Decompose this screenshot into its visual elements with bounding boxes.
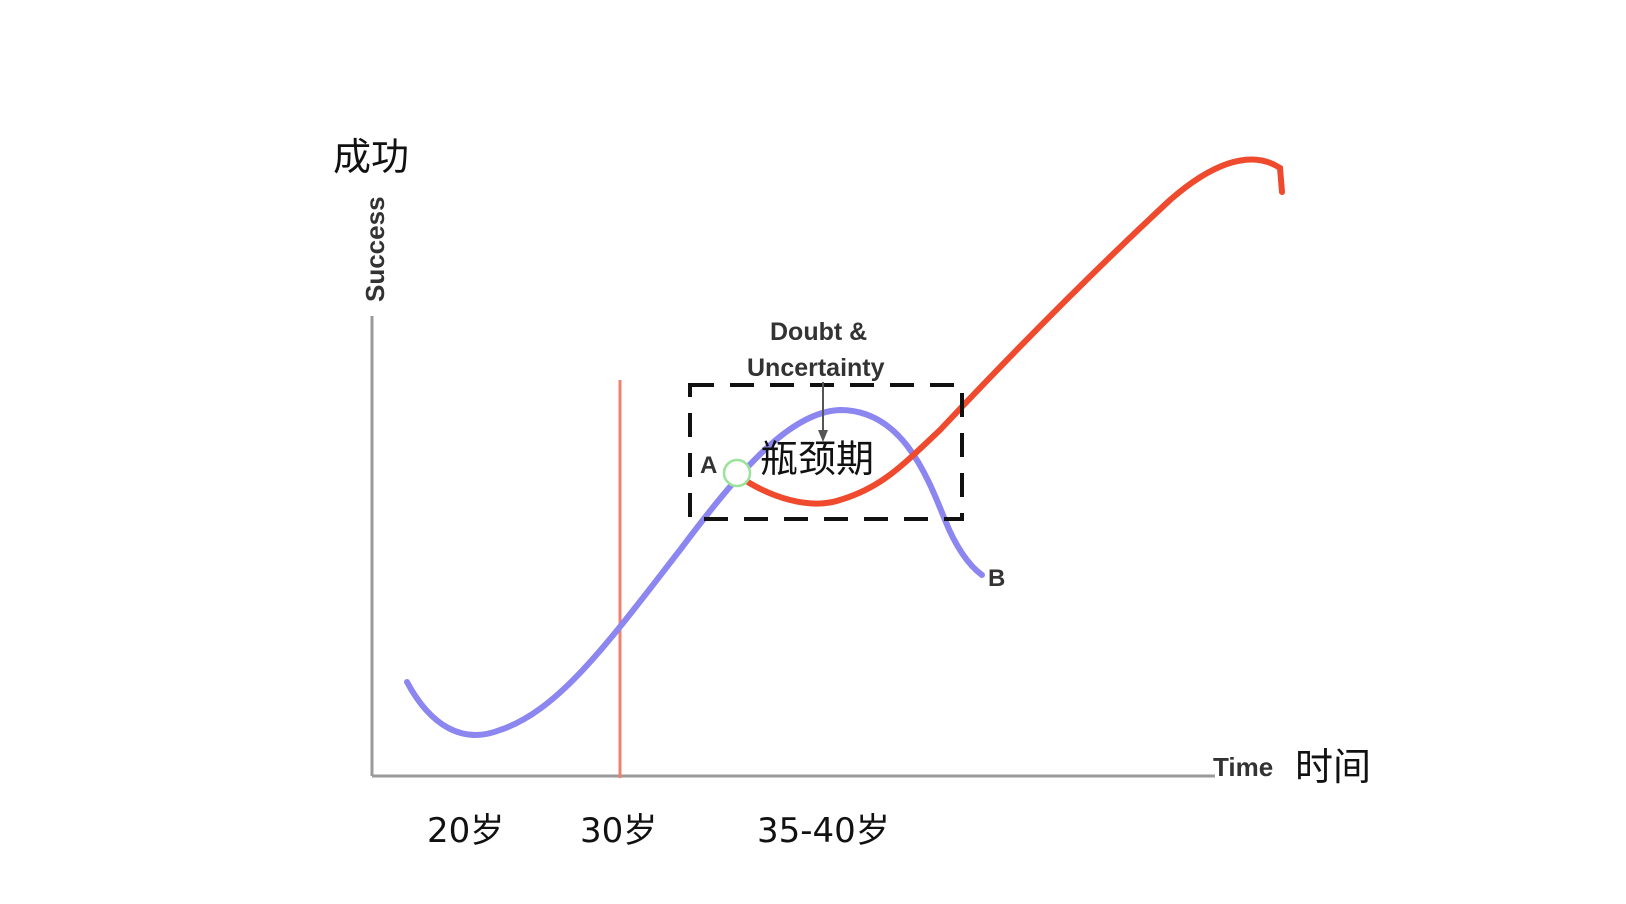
- age-label-35-40: 35-40岁: [757, 811, 890, 851]
- y-axis-label-zh: 成功: [333, 135, 409, 179]
- red-curve-growth-path: [734, 156, 1285, 507]
- age-label-30: 30岁: [580, 811, 657, 851]
- bottleneck-label: 瓶颈期: [760, 437, 874, 481]
- y-axis-label-en: Success: [360, 196, 390, 302]
- point-b-label: B: [988, 565, 1005, 592]
- x-axis-label-zh: 时间: [1295, 745, 1371, 789]
- x-axis-label-en: Time: [1213, 752, 1273, 782]
- blue-curve-decline-path: [404, 406, 985, 738]
- point-a-label: A: [700, 452, 717, 479]
- annotation-line-2: Uncertainty: [747, 354, 885, 382]
- age-label-20: 20岁: [427, 811, 504, 851]
- point-a-marker: [722, 458, 752, 488]
- annotation-arrow-head: [818, 430, 828, 442]
- annotation-line-1: Doubt &: [770, 318, 867, 346]
- bottleneck-box: [688, 383, 964, 521]
